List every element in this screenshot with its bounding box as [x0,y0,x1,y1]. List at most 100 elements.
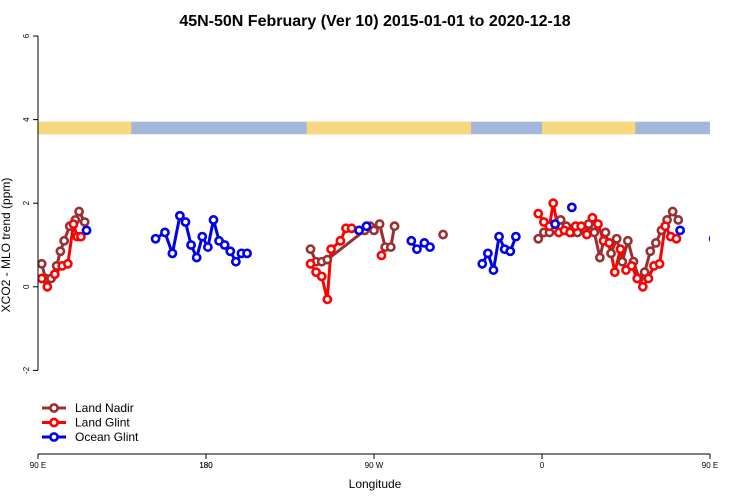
land-nadir-point [389,221,400,232]
land-glint-point [632,273,643,284]
ocean-glint-point [505,246,516,257]
x-tick-label: 0 [540,461,545,470]
series-points [38,198,743,305]
land-nadir-point [74,206,84,217]
ocean-glint-point [230,256,241,267]
land-band-1 [306,121,472,135]
land-glint-point [643,273,654,284]
y-axis-label: XCO2 - MLO trend (ppm) [0,178,13,313]
land-glint-point [654,258,665,269]
y-tick-label: 0 [22,284,31,289]
ocean-glint-point [361,221,372,232]
land-glint-point [533,208,544,219]
ocean-glint-point [412,244,422,255]
land-nadir-point [594,252,605,263]
land-nadir-point [673,215,684,225]
land-nadir-point [438,229,448,240]
land-glint-point [38,273,47,284]
land-glint-point [42,281,53,292]
ocean-glint-point [150,233,161,244]
ocean-glint-point [566,202,577,213]
ocean-glint-point [494,231,504,242]
land-glint-point [587,212,598,223]
ocean-glint-point [488,265,499,275]
x-axis-label: Longitude [349,477,402,491]
y-tick-label: 4 [22,117,31,122]
land-glint-point [49,269,60,280]
land-nadir-point [59,235,70,246]
ocean-glint-point [225,246,236,257]
legend-label: Land Glint [75,416,130,430]
land-nadir-point [589,227,600,238]
land-glint-point [322,294,333,305]
x-tick-label: 90 W [365,461,384,470]
y-tick-label: -2 [22,366,31,374]
land-glint-point [548,198,559,209]
land-nadir-point [38,258,47,269]
legend-label: Ocean Glint [75,430,139,444]
ocean-glint-point [186,240,196,250]
land-nadir-point [322,254,333,265]
land-nadir-point [374,219,385,229]
ocean-glint-point [708,235,710,242]
ocean-glint-point [675,225,686,236]
land-glint-point [615,244,626,255]
land-ocean-strip [38,121,710,135]
ocean-glint-line [714,216,740,254]
land-glint-point [68,219,79,229]
land-glint-point [346,223,357,234]
land-nadir-point [617,256,628,267]
land-nadir-point [385,242,396,252]
land-glint-point [335,235,346,246]
ocean-glint-point [160,227,170,238]
ocean-glint-point [550,219,560,229]
ocean-glint-point [202,242,213,252]
land-nadir-point [606,248,616,259]
land-glint-point [637,281,648,292]
land-glint-point [626,260,637,271]
ocean-glint-line [154,214,248,264]
land-nadir-point [533,233,544,244]
land-nadir-point [645,246,656,257]
ocean-glint-point [718,229,725,236]
land-glint-point [316,271,327,282]
x-tick-label: 180 [199,461,213,470]
land-glint-point [565,227,575,238]
ocean-glint-point [736,218,743,225]
ocean-glint-point [197,231,208,242]
ocean-glint-point [482,248,493,259]
legend-item-land-nadir: Land Nadir [42,401,134,415]
ocean-glint-point [406,235,417,246]
ocean-glint-point [354,225,364,236]
land-nadir-point [622,235,633,246]
ocean-glint-point [208,215,219,225]
ocean-glint-point [510,231,521,242]
land-glint-point [62,258,73,269]
land-glint-point [326,244,336,255]
legend-item-ocean-glint: Ocean Glint [42,430,139,444]
legend-swatch-marker [49,417,59,428]
land-nadir-point [600,227,611,238]
land-nadir-point [650,238,661,248]
y-tick-label: 2 [22,200,31,205]
ocean-glint-point [425,242,435,252]
land-glint-point [376,250,387,261]
ocean-glint-point [191,252,202,263]
ocean-glint-point [81,225,92,236]
land-glint-point [76,231,86,242]
land-nadir-point [79,217,90,227]
land-nadir-point [369,225,379,236]
x-tick-label: 90 E [702,461,718,470]
land-band-2 [542,121,636,135]
ocean-glint-point [477,258,488,269]
land-glint-point [576,221,587,232]
ocean-glint-point [167,248,178,259]
land-glint-point [609,267,620,278]
ocean-glint-point [174,210,185,221]
legend-swatch-marker [49,403,59,413]
land-nadir-point [55,246,66,257]
y-axis: -2 0 2 4 6 [22,33,39,374]
